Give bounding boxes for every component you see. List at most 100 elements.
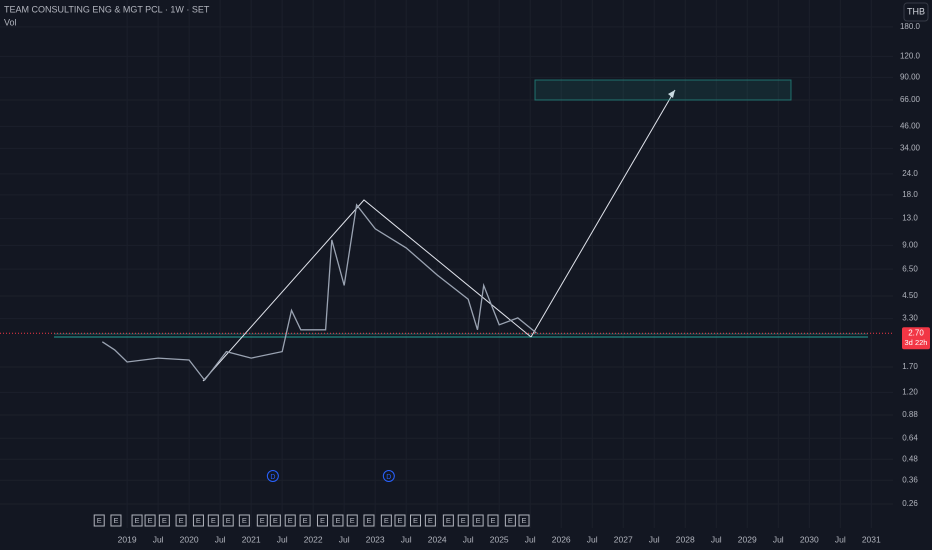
x-tick-label: 2019: [118, 534, 137, 544]
currency[interactable]: THB: [907, 6, 925, 16]
earnings-label: E: [135, 516, 140, 525]
grid: [0, 0, 893, 528]
earnings-label: E: [288, 516, 293, 525]
earnings-marker[interactable]: [175, 514, 187, 527]
x-tick-label: 2025: [490, 534, 509, 544]
earnings-marker[interactable]: [269, 514, 281, 527]
volume-label: Vol: [4, 17, 17, 27]
x-tick-label: Jul: [401, 534, 412, 544]
price-axis: [893, 0, 932, 550]
dividend-label: D: [386, 474, 391, 481]
x-tick-label: Jul: [277, 534, 288, 544]
x-tick-label: Jul: [153, 534, 164, 544]
x-tick-label: Jul: [525, 534, 536, 544]
y-tick-label: 0.26: [902, 499, 918, 508]
earnings-label: E: [179, 516, 184, 525]
earnings-marker[interactable]: [424, 514, 436, 527]
earnings-label: E: [273, 516, 278, 525]
y-tick-label: 0.36: [902, 475, 918, 484]
earnings-label: E: [260, 516, 265, 525]
earnings-marker[interactable]: [380, 514, 392, 527]
y-tick-label: 34.00: [900, 144, 921, 153]
x-tick-label: 2026: [552, 534, 571, 544]
earnings-marker[interactable]: [222, 514, 234, 527]
earnings-marker[interactable]: [518, 514, 530, 527]
y-tick-label: 1.20: [902, 388, 918, 397]
y-tick-label: 46.00: [900, 121, 921, 130]
earnings-marker[interactable]: [394, 514, 406, 527]
target-box[interactable]: [534, 79, 792, 101]
earnings-label: E: [461, 516, 466, 525]
earnings-label: E: [320, 516, 325, 525]
earnings-marker[interactable]: [504, 514, 516, 527]
x-tick-label: 2020: [180, 534, 199, 544]
price-line: [101, 203, 537, 382]
currency-box[interactable]: [903, 2, 929, 22]
earnings-marker[interactable]: [207, 514, 219, 527]
earnings-label: E: [508, 516, 513, 525]
earnings-marker[interactable]: [409, 514, 421, 527]
earnings-marker[interactable]: [192, 514, 204, 527]
earnings-label: E: [491, 516, 496, 525]
earnings-label: E: [303, 516, 308, 525]
earnings-label: E: [162, 516, 167, 525]
x-tick-label: Jul: [649, 534, 660, 544]
earnings-label: E: [335, 516, 340, 525]
x-tick-label: 2028: [676, 534, 695, 544]
dividend-marker[interactable]: [382, 470, 395, 482]
y-tick-label: 0.48: [902, 454, 918, 463]
earnings-label: E: [226, 516, 231, 525]
earnings-marker[interactable]: [110, 514, 122, 527]
earnings-label: E: [522, 516, 527, 525]
earnings-marker[interactable]: [332, 514, 344, 527]
y-tick-label: 18.0: [902, 190, 918, 199]
earnings-marker[interactable]: [457, 514, 469, 527]
earnings-label: E: [428, 516, 433, 525]
earnings-label: E: [446, 516, 451, 525]
earnings-marker[interactable]: [472, 514, 484, 527]
last-price-label: 2.70: [908, 328, 924, 337]
earnings-marker[interactable]: [299, 514, 311, 527]
x-tick-label: Jul: [215, 534, 226, 544]
x-tick-label: 2022: [304, 534, 323, 544]
earnings-marker[interactable]: [93, 514, 105, 527]
earnings-label: E: [242, 516, 247, 525]
earnings-label: E: [113, 516, 118, 525]
earnings-marker[interactable]: [238, 514, 250, 527]
chart-title: TEAM CONSULTING ENG & MGT PCL · 1W · SET: [4, 4, 210, 14]
y-tick-label: 6.50: [902, 264, 918, 273]
x-tick-label: Jul: [463, 534, 474, 544]
y-tick-label: 24.0: [902, 169, 918, 178]
axes: 180.0 120.0 90.00 66.00 46.00 34.00 24.0 18.0 13…: [93, 22, 930, 544]
earnings-marker[interactable]: [158, 514, 170, 527]
x-tick-label: Jul: [587, 534, 598, 544]
earnings-label: E: [413, 516, 418, 525]
last-price-box: [902, 327, 930, 350]
dividend-marker[interactable]: [266, 470, 279, 482]
x-tick-label: Jul: [711, 534, 722, 544]
earnings-marker[interactable]: [284, 514, 296, 527]
earnings-label: E: [476, 516, 481, 525]
earnings-marker[interactable]: [256, 514, 268, 527]
earnings-label: E: [384, 516, 389, 525]
earnings-marker[interactable]: [487, 514, 499, 527]
earnings-marker[interactable]: [346, 514, 358, 527]
y-tick-label: 180.0: [900, 22, 921, 31]
earnings-marker[interactable]: [442, 514, 454, 527]
projection-arrow[interactable]: [530, 89, 676, 338]
y-tick-label: 1.70: [902, 362, 918, 371]
earnings-label: E: [350, 516, 355, 525]
earnings-marker[interactable]: [363, 514, 375, 527]
earnings-marker[interactable]: [316, 514, 328, 527]
earnings-marker[interactable]: [144, 514, 156, 527]
earnings-label: E: [196, 516, 201, 525]
earnings-label: E: [148, 516, 153, 525]
earnings-marker[interactable]: [131, 514, 143, 527]
x-tick-label: 2027: [614, 534, 633, 544]
x-tick-label: 2023: [366, 534, 385, 544]
x-tick-label: 2021: [242, 534, 261, 544]
earnings-label: E: [397, 516, 402, 525]
y-tick-label: 90.00: [900, 73, 921, 82]
